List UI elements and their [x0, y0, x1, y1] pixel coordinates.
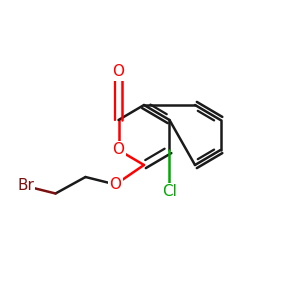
Text: Cl: Cl — [162, 184, 177, 200]
Text: O: O — [112, 142, 124, 158]
Text: O: O — [110, 177, 122, 192]
Text: O: O — [112, 64, 124, 80]
Text: Br: Br — [17, 178, 34, 194]
